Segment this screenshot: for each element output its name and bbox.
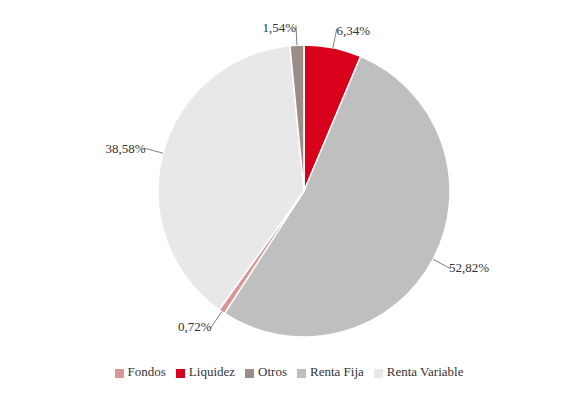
svg-text:38,58%: 38,58% [106, 141, 146, 156]
svg-text:0,72%: 0,72% [178, 319, 212, 334]
html-text:Otros: Otros [258, 364, 287, 379]
html-text:Renta Fija: Renta Fija [310, 364, 364, 379]
svg-text:6,34%: 6,34% [336, 23, 370, 38]
svg-text:52,82%: 52,82% [449, 260, 489, 275]
html-text:Liquidez: Liquidez [188, 364, 236, 379]
html-text:Renta Variable: Renta Variable [386, 364, 464, 379]
svg-text:1,54%: 1,54% [262, 20, 296, 35]
html-text:Fondos: Fondos [127, 364, 166, 379]
